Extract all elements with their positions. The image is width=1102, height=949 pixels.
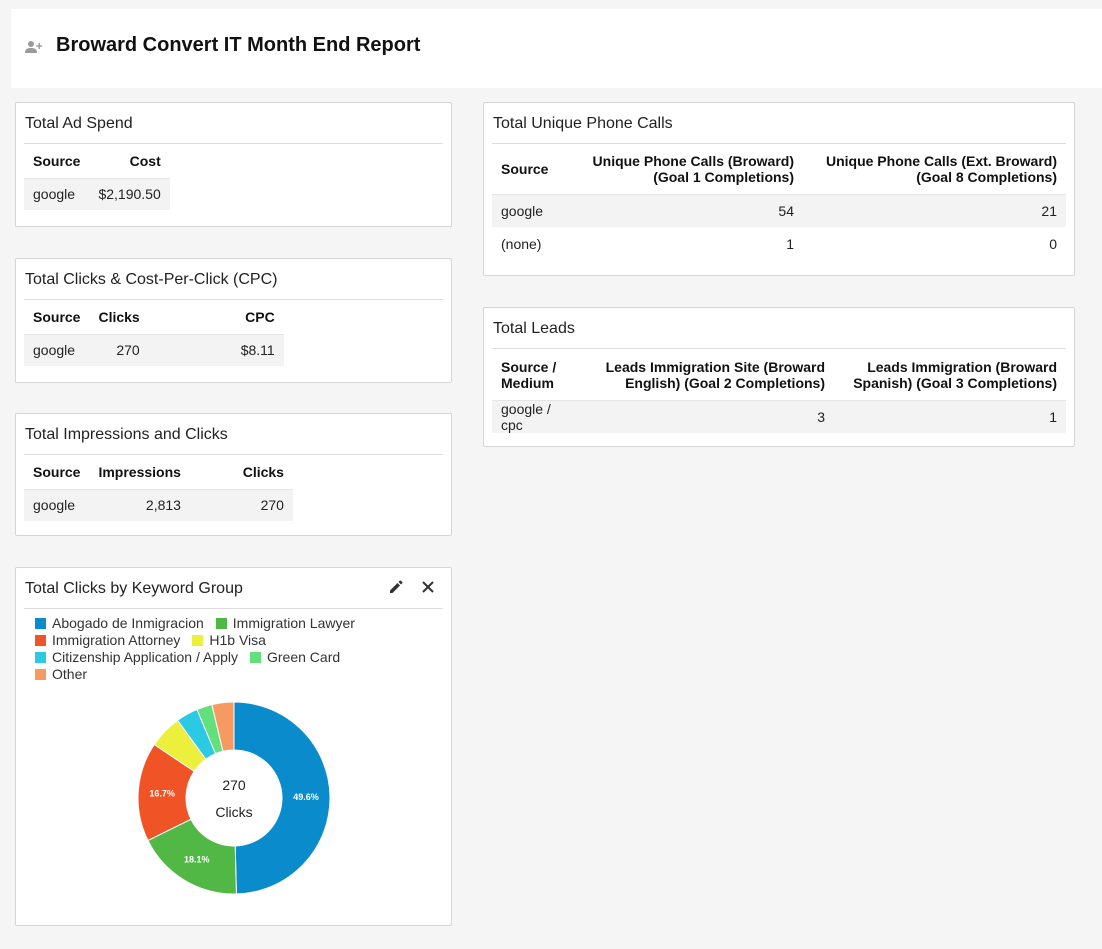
legend-label: Citizenship Application / Apply — [52, 649, 238, 665]
table-cell: 1 — [834, 400, 1066, 433]
widget-title: Total Impressions and Clicks — [25, 426, 228, 443]
column-header[interactable]: Leads Immigration Site (Broward English)… — [605, 358, 825, 391]
table-cell: (none) — [501, 235, 542, 252]
column-header[interactable]: Source — [501, 161, 549, 178]
leads-widget: Total Leads Source / Medium Leads Immigr… — [483, 307, 1075, 447]
column-header[interactable]: Source / Medium — [501, 358, 557, 391]
column-header[interactable]: Impressions — [98, 464, 181, 481]
legend-swatch — [35, 618, 46, 629]
legend-swatch — [35, 669, 46, 680]
table-cell: 270 — [89, 334, 149, 366]
person-add-icon[interactable] — [25, 40, 43, 54]
legend-label: Immigration Attorney — [52, 632, 181, 648]
table-cell: 3 — [582, 400, 834, 433]
legend-label: Green Card — [267, 649, 341, 665]
legend-label: H1b Visa — [209, 632, 266, 648]
slice-label: 16.7% — [149, 788, 175, 798]
divider — [24, 454, 443, 455]
widget-title: Total Ad Spend — [25, 115, 133, 132]
ad-spend-table: Source Cost google $2,190.50 — [24, 145, 170, 210]
legend-swatch — [250, 652, 261, 663]
impressions-widget: Total Impressions and Clicks Source Impr… — [15, 413, 452, 536]
table-row: google 2,813 270 — [24, 489, 293, 521]
clicks-cpc-table: Source Clicks CPC google 270 $8.11 — [24, 301, 284, 366]
legend-label: Other — [52, 666, 88, 682]
donut-slice[interactable] — [211, 701, 235, 752]
widget-title: Total Leads — [493, 320, 575, 337]
legend-item[interactable]: H1b Visa — [192, 632, 266, 649]
legend-item[interactable]: Green Card — [250, 649, 340, 666]
column-header[interactable]: Leads Immigration (Broward Spanish) (Goa… — [853, 358, 1057, 391]
impressions-table: Source Impressions Clicks google 2,813 2… — [24, 456, 293, 521]
table-row: (none) 1 0 — [492, 227, 1066, 260]
table-cell: 270 — [189, 489, 293, 521]
legend-label: Abogado de Inmigracion — [52, 615, 204, 631]
slice-label: 18.1% — [184, 855, 210, 865]
legend-swatch — [215, 618, 227, 629]
column-header[interactable]: Unique Phone Calls (Broward) (Goal 1 Com… — [592, 153, 794, 186]
column-header[interactable]: Source — [33, 464, 81, 481]
chart-legend: Abogado de Inmigracion Immigration Lawye… — [35, 615, 435, 683]
column-header[interactable]: CPC — [245, 309, 275, 326]
legend-item[interactable]: Other — [35, 666, 87, 683]
table-cell: google — [24, 334, 90, 366]
leads-table: Source / Medium Leads Immigration Site (… — [492, 350, 1066, 433]
table-cell: google — [24, 489, 90, 521]
donut-slice[interactable] — [233, 701, 331, 895]
divider — [24, 608, 443, 609]
legend-item[interactable]: Immigration Attorney — [35, 632, 180, 649]
legend-swatch — [192, 635, 204, 646]
legend-swatch — [35, 652, 46, 663]
table-cell: 2,813 — [89, 489, 190, 521]
phone-calls-widget: Total Unique Phone Calls Source Unique P… — [483, 102, 1075, 276]
pencil-icon[interactable] — [387, 578, 405, 596]
phone-calls-table: Source Unique Phone Calls (Broward) (Goa… — [492, 145, 1066, 260]
table-cell: 0 — [1049, 235, 1057, 252]
column-header[interactable]: Source — [33, 309, 81, 326]
table-cell: google — [492, 194, 558, 227]
table-cell: google — [24, 178, 90, 210]
keyword-chart-widget: Total Clicks by Keyword Group Abogado de… — [15, 567, 452, 926]
table-cell: 54 — [558, 194, 803, 227]
widget-title: Total Clicks by Keyword Group — [25, 580, 243, 597]
legend-label: Immigration Lawyer — [232, 615, 355, 631]
widget-title: Total Clicks & Cost-Per-Click (CPC) — [25, 271, 278, 288]
table-cell: $8.11 — [148, 334, 284, 366]
column-header[interactable]: Unique Phone Calls (Ext. Broward) (Goal … — [825, 153, 1057, 186]
table-row: google / cpc 3 1 — [492, 400, 1066, 433]
table-row: google 54 21 — [492, 194, 1066, 227]
legend-item[interactable]: Abogado de Inmigracion — [35, 615, 204, 632]
divider — [492, 348, 1066, 349]
widget-tools — [387, 578, 437, 596]
table-cell: 1 — [786, 235, 794, 252]
column-header[interactable]: Cost — [129, 153, 161, 170]
divider — [24, 299, 443, 300]
table-row: google 270 $8.11 — [24, 334, 284, 366]
column-header[interactable]: Source — [33, 153, 81, 170]
column-header[interactable]: Clicks — [242, 464, 284, 481]
donut-chart: 49.6% 18.1% 16.7% 270 Clicks — [137, 701, 331, 895]
center-value: 270 — [222, 777, 246, 793]
table-cell: $2,190.50 — [89, 178, 170, 210]
divider — [492, 143, 1066, 144]
table-row: google $2,190.50 — [24, 178, 170, 210]
legend-item[interactable]: Immigration Lawyer — [215, 615, 355, 632]
divider — [24, 143, 443, 144]
table-cell: google / cpc — [492, 400, 582, 433]
slice-label: 49.6% — [293, 792, 319, 802]
legend-item[interactable]: Citizenship Application / Apply — [35, 649, 238, 666]
table-cell: 21 — [803, 194, 1066, 227]
close-icon[interactable] — [419, 578, 437, 596]
report-title: Broward Convert IT Month End Report — [56, 34, 421, 56]
legend-swatch — [35, 635, 46, 646]
center-label: Clicks — [215, 804, 252, 820]
clicks-cpc-widget: Total Clicks & Cost-Per-Click (CPC) Sour… — [15, 258, 452, 383]
widget-title: Total Unique Phone Calls — [493, 115, 673, 132]
report-header: Broward Convert IT Month End Report — [11, 9, 1102, 88]
ad-spend-widget: Total Ad Spend Source Cost google $2,190… — [15, 102, 452, 227]
column-header[interactable]: Clicks — [98, 309, 140, 326]
